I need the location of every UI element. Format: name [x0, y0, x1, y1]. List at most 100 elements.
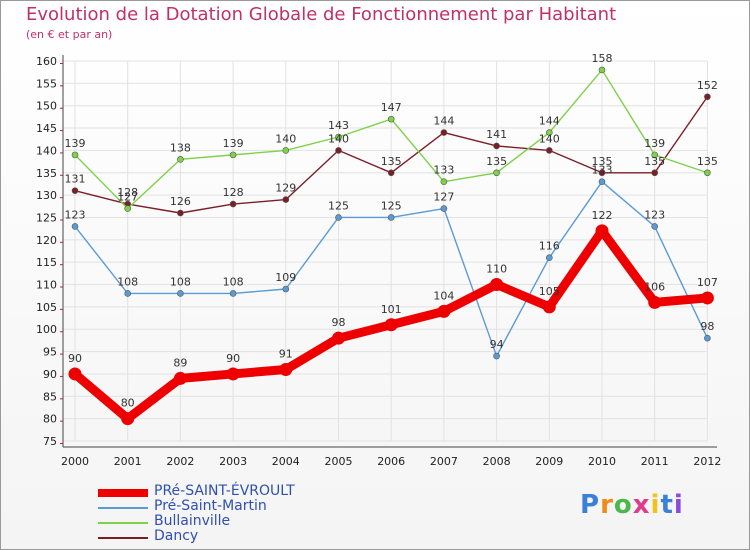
x-tick-label: 2007 [430, 455, 458, 468]
x-tick-label: 2012 [693, 455, 721, 468]
logo-letter: x [632, 490, 651, 520]
data-point [493, 142, 500, 150]
data-label: 98 [700, 320, 714, 333]
data-point [704, 334, 711, 342]
data-label: 123 [65, 208, 86, 221]
data-point [384, 318, 398, 332]
data-point [545, 147, 553, 154]
data-label: 94 [490, 338, 504, 351]
data-point [545, 129, 553, 136]
data-point [335, 147, 342, 154]
data-point [335, 214, 342, 221]
data-point [177, 290, 184, 297]
y-tick-label: 115 [36, 256, 57, 269]
axis-layer: 75 80 85 90 95 100 105 110 115 120 125 130 135 140 145… [36, 55, 721, 468]
x-tick-label: 2000 [61, 455, 89, 468]
data-label: 90 [226, 352, 240, 365]
data-point [700, 291, 714, 305]
x-tick-label: 2010 [588, 455, 616, 468]
data-point [335, 133, 342, 141]
logo-letter: P [580, 490, 601, 520]
data-label: 116 [539, 240, 560, 253]
data-label: 89 [173, 356, 187, 369]
data-point [71, 223, 79, 230]
data-label: 135 [697, 155, 718, 168]
data-label: 133 [433, 164, 454, 177]
legend-swatch-bullainville [98, 522, 148, 524]
data-label: 106 [644, 280, 665, 293]
legend-label: Pré-Saint-Martin [154, 498, 267, 514]
data-label: 135 [486, 155, 507, 168]
data-label: 80 [121, 397, 135, 410]
data-point [545, 254, 553, 262]
data-point [124, 205, 131, 212]
data-point [71, 187, 79, 194]
data-point [595, 224, 609, 238]
logo-letter: i [650, 490, 661, 520]
data-label: 125 [328, 199, 349, 212]
x-tick-label: 2001 [114, 455, 142, 468]
y-tick-label: 120 [36, 234, 57, 247]
data-point [651, 151, 659, 159]
data-point [177, 156, 184, 163]
data-label: 126 [170, 195, 191, 208]
data-point [704, 169, 711, 177]
data-point [493, 169, 500, 177]
data-point [542, 300, 556, 314]
data-label: 131 [65, 173, 86, 186]
data-label: 140 [539, 132, 560, 145]
y-tick-label: 85 [43, 390, 57, 403]
data-label: 158 [592, 52, 613, 65]
data-label: 135 [644, 155, 665, 168]
logo-letter: o [613, 490, 633, 520]
data-label: 90 [68, 352, 82, 365]
data-label: 140 [275, 132, 296, 145]
y-tick-label: 75 [43, 435, 57, 448]
data-point [124, 290, 131, 297]
data-label: 129 [275, 182, 296, 195]
data-label: 128 [223, 186, 244, 199]
data-label: 141 [486, 128, 507, 141]
data-point [440, 129, 448, 136]
data-point [598, 169, 606, 177]
data-point [229, 290, 237, 297]
data-point [440, 178, 448, 186]
data-label: 105 [539, 285, 560, 298]
data-label: 133 [592, 164, 613, 177]
x-tick-label: 2003 [219, 455, 247, 468]
data-label-layer: 90 80 89 90 91 98 101 104 110 105 122 106 107 123 108 1… [65, 52, 718, 410]
data-label: 104 [433, 289, 454, 302]
data-point [387, 115, 395, 123]
data-label: 135 [381, 155, 402, 168]
data-label: 127 [433, 191, 454, 204]
data-point [68, 367, 82, 381]
data-point [229, 200, 237, 208]
x-tick-label: 2002 [166, 455, 194, 468]
data-label: 143 [328, 119, 349, 132]
data-point [493, 352, 500, 360]
data-label: 144 [433, 115, 454, 128]
data-point [651, 223, 659, 230]
data-point [490, 278, 504, 292]
data-point [651, 169, 659, 177]
data-label: 125 [381, 199, 402, 212]
data-label: 138 [170, 141, 191, 154]
data-label: 98 [332, 316, 346, 329]
x-tick-label: 2005 [325, 455, 353, 468]
data-label: 91 [279, 347, 293, 360]
data-point [229, 151, 237, 159]
y-tick-label: 105 [36, 301, 57, 314]
y-tick-label: 160 [36, 55, 57, 68]
grid-layer [63, 60, 708, 442]
data-label: 127 [117, 191, 138, 204]
chart-subtitle: (en € et par an) [26, 28, 113, 41]
logo-letter: i [673, 490, 684, 520]
data-point [598, 66, 606, 74]
data-label: 140 [328, 132, 349, 145]
y-tick-label: 135 [36, 167, 57, 180]
legend-label: Bullainville [154, 513, 231, 529]
legend-swatch-pre-saint-evroult [98, 489, 148, 497]
data-label: 109 [275, 271, 296, 284]
data-point [648, 295, 662, 309]
